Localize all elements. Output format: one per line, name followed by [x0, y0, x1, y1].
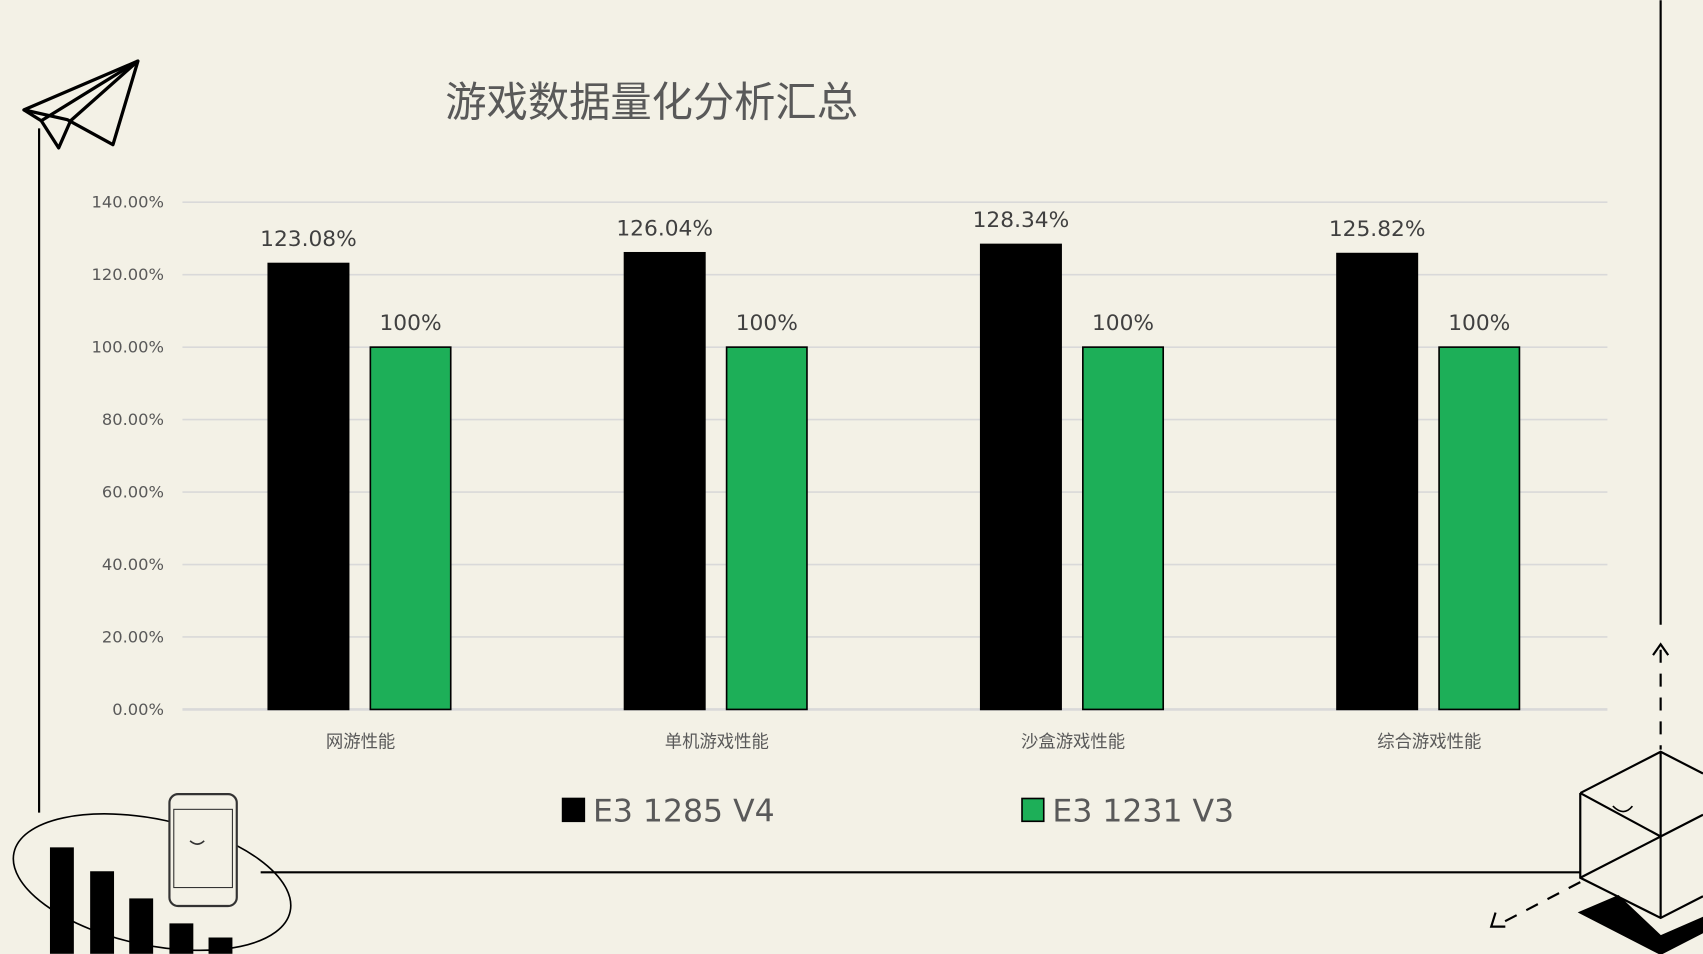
y-tick-label: 0.00% — [112, 700, 164, 719]
legend-label-e3-1285-v4: E3 1285 V4 — [593, 793, 775, 829]
bar-e3-1285-v4 — [623, 251, 706, 711]
x-category-label: 单机游戏性能 — [665, 732, 769, 752]
bar-e3-1231-v3 — [725, 346, 808, 711]
y-tick-label: 60.00% — [102, 482, 164, 501]
data-label: 100% — [379, 311, 441, 336]
data-label: 100% — [736, 311, 798, 336]
data-label: 123.08% — [260, 227, 357, 252]
data-label: 125.82% — [1329, 217, 1426, 242]
y-tick-label: 120.00% — [92, 265, 164, 284]
bar-e3-1285-v4 — [979, 243, 1062, 711]
chart-title: 游戏数据量化分析汇总 — [445, 78, 858, 126]
bar-chart-doodle-icon — [12, 813, 292, 954]
arrow-up-dashed-icon — [1489, 642, 1670, 928]
y-tick-label: 20.00% — [102, 627, 164, 646]
bar-e3-1285-v4 — [1336, 252, 1419, 711]
data-label: 100% — [1092, 311, 1154, 336]
y-tick-label: 80.00% — [102, 410, 164, 429]
bar-e3-1231-v3 — [369, 346, 452, 711]
smartphone-icon — [168, 793, 238, 908]
cube-icon — [1577, 750, 1703, 954]
bar-e3-1231-v3 — [1438, 346, 1521, 711]
y-tick-label: 100.00% — [92, 338, 164, 357]
y-tick-label: 140.00% — [92, 193, 164, 212]
legend-swatch-e3-1231-v3 — [1021, 797, 1045, 823]
x-category-label: 沙盒游戏性能 — [1021, 732, 1125, 752]
data-label: 128.34% — [973, 208, 1070, 233]
y-tick-label: 40.00% — [102, 555, 164, 574]
x-category-label: 综合游戏性能 — [1377, 732, 1481, 752]
x-category-label: 网游性能 — [326, 732, 395, 752]
legend-label-e3-1231-v3: E3 1231 V3 — [1052, 793, 1234, 829]
paper-plane-icon — [22, 59, 140, 150]
data-label: 100% — [1448, 311, 1510, 336]
data-label: 126.04% — [616, 216, 713, 241]
bar-e3-1231-v3 — [1082, 346, 1165, 711]
legend: E3 1285 V4 E3 1231 V3 — [561, 793, 1234, 829]
legend-swatch-e3-1285-v4 — [561, 797, 586, 823]
bar-e3-1285-v4 — [267, 262, 350, 711]
